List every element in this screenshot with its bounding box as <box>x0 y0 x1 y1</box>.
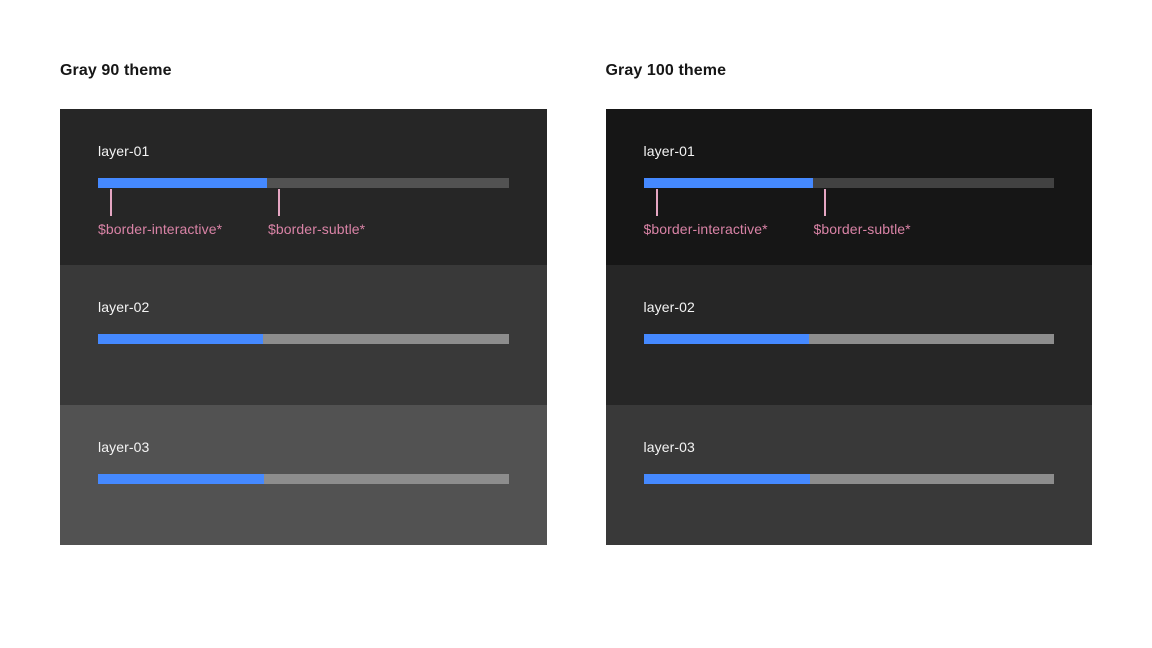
progress-track <box>643 178 1054 188</box>
panel-title: Gray 90 theme <box>60 62 172 79</box>
progress-fill <box>643 474 810 484</box>
progress-fill <box>98 178 268 188</box>
annotation-label-border-interactive: $border-interactive* <box>98 221 223 237</box>
layer-stack: layer-01 $border-interactive* $border-su… <box>60 109 547 545</box>
progress-track <box>643 334 1054 344</box>
annotation-area: $border-interactive* $border-subtle* <box>98 188 509 265</box>
panel-title: Gray 100 theme <box>605 62 727 79</box>
progress-track <box>98 474 509 484</box>
layer-band-01: layer-01 $border-interactive* $border-su… <box>60 109 547 265</box>
annotation-label-border-interactive: $border-interactive* <box>643 221 768 237</box>
layer-label: layer-03 <box>98 439 150 455</box>
layer-stack: layer-01 $border-interactive* $border-su… <box>605 109 1092 545</box>
layer-label: layer-02 <box>98 299 150 315</box>
annotation-line-border-subtle <box>823 189 826 216</box>
annotation-label-border-subtle: $border-subtle* <box>268 221 366 237</box>
annotation-area: $border-interactive* $border-subtle* <box>644 188 1055 265</box>
layer-label: layer-02 <box>643 299 695 315</box>
layer-label: layer-03 <box>643 439 695 455</box>
annotation-line-border-subtle <box>278 189 280 216</box>
progress-fill <box>643 178 813 188</box>
annotation-label-border-subtle: $border-subtle* <box>813 221 911 237</box>
layer-label: layer-01 <box>643 143 695 159</box>
progress-fill <box>98 474 265 484</box>
layer-band-02: layer-02 <box>60 265 547 405</box>
progress-track <box>643 474 1054 484</box>
progress-track <box>98 178 509 188</box>
progress-fill <box>643 334 809 344</box>
layer-band-03: layer-03 <box>60 405 547 545</box>
layer-band-02: layer-02 <box>605 265 1092 405</box>
progress-fill <box>98 334 264 344</box>
panel-gray-90: Gray 90 theme layer-01 $border-interacti… <box>60 62 547 545</box>
layer-band-03: layer-03 <box>605 405 1092 545</box>
annotation-line-border-interactive <box>110 189 112 216</box>
layer-band-01: layer-01 $border-interactive* $border-su… <box>605 109 1092 265</box>
theme-comparison-page: Gray 90 theme layer-01 $border-interacti… <box>60 62 1092 545</box>
panel-gray-100: Gray 100 theme layer-01 $border-interact… <box>605 62 1092 545</box>
annotation-line-border-interactive <box>655 189 658 216</box>
layer-label: layer-01 <box>98 143 150 159</box>
progress-track <box>98 334 509 344</box>
